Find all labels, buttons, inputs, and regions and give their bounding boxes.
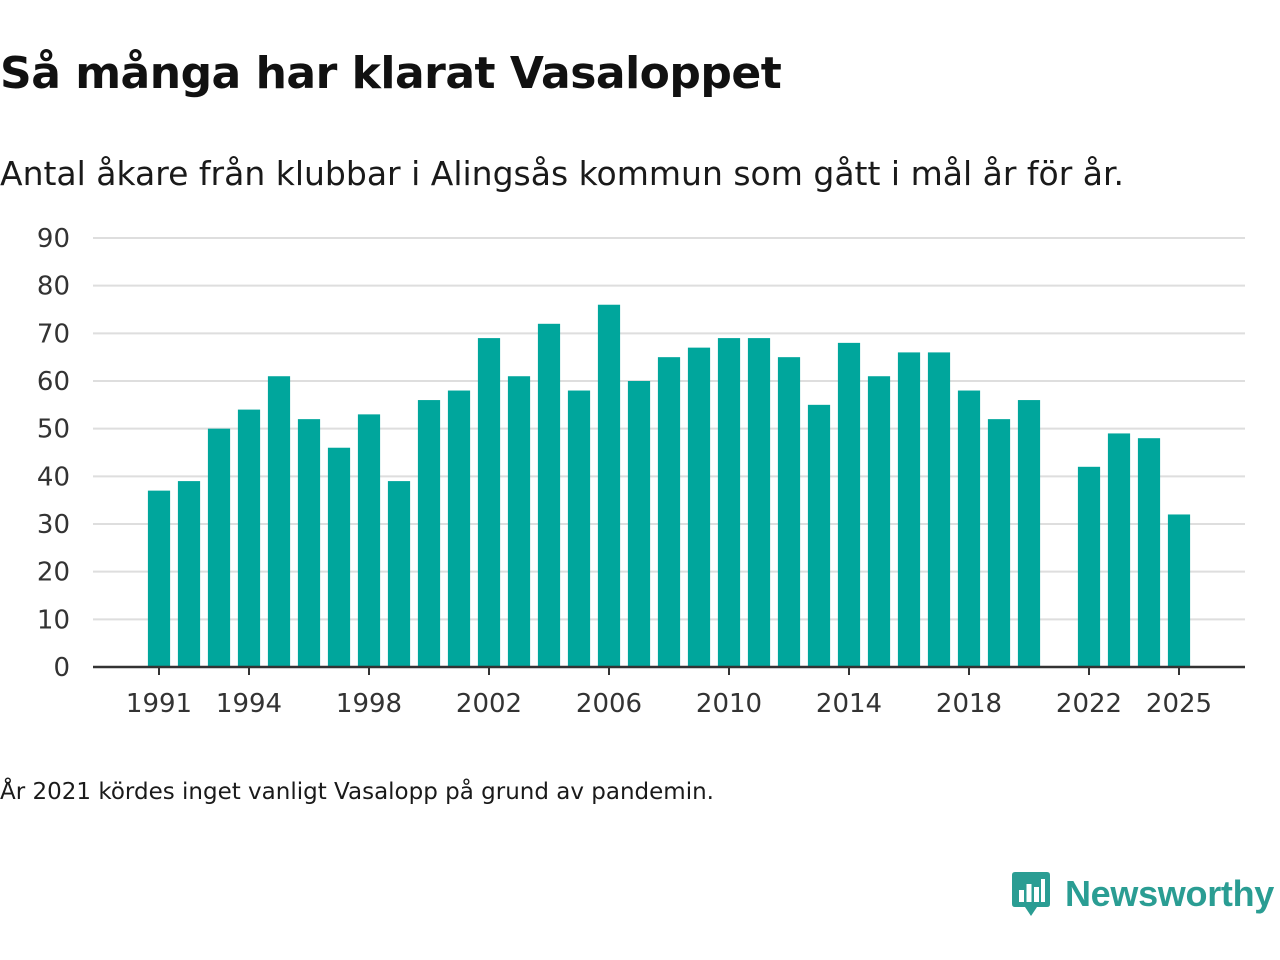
bar-1999 [387,481,411,667]
footnote: År 2021 kördes inget vanligt Vasalopp på… [0,779,714,805]
brand-name: Newsworthy [1064,873,1274,914]
bar-2019 [987,419,1011,667]
bar-2006 [597,304,621,667]
bar-2020 [1017,400,1041,667]
bar-1991 [147,490,171,667]
y-tick-label: 20 [37,558,70,588]
bar-2018 [957,390,981,667]
bar-1998 [357,414,381,667]
y-tick-label: 60 [37,367,70,397]
bar-2007 [627,381,651,667]
bar-2008 [657,357,681,667]
x-tick-label: 2022 [1056,689,1122,719]
bar-1997 [327,447,351,667]
bar-2013 [807,404,831,667]
bar-1996 [297,419,321,667]
x-tick-label: 2006 [576,689,642,719]
chart-title: Så många har klarat Vasaloppet [0,48,782,99]
x-tick-label: 2018 [936,689,1002,719]
y-tick-label: 30 [37,510,70,540]
y-tick-label: 70 [37,319,70,349]
brand-logo: Newsworthy [1011,870,1274,918]
x-tick-label: 2010 [696,689,762,719]
x-tick-label: 2014 [816,689,882,719]
bar-2015 [867,376,891,667]
bar-chart: 0 10 20 30 40 50 60 70 80 90 1991 1994 1998 2002 2006 2… [37,224,1245,719]
bar-1994 [237,409,261,667]
y-tick-label: 40 [37,462,70,492]
y-tick-label: 50 [37,415,70,445]
x-tick-label: 1994 [216,689,282,719]
bar-2003 [507,376,531,667]
bar-2002 [477,338,501,667]
newsworthy-logo-icon [1011,872,1050,916]
y-tick-label: 0 [53,653,70,683]
x-tick-label: 2002 [456,689,522,719]
bar-2010 [717,338,741,667]
bar-2025 [1167,514,1191,667]
bar-1992 [177,481,201,667]
y-tick-label: 90 [37,224,70,254]
bar-2004 [537,323,561,667]
bar-1995 [267,376,291,667]
x-tick-label: 1998 [336,689,402,719]
bar-2001 [447,390,471,667]
y-tick-label: 80 [37,272,70,302]
bar-2023 [1107,433,1131,667]
bar-2009 [687,347,711,667]
x-tick-label: 2025 [1146,689,1212,719]
bar-2000 [417,400,441,667]
bar-2016 [897,352,921,667]
y-tick-label: 10 [37,605,70,635]
bar-1993 [207,428,231,667]
bar-2022 [1077,466,1101,667]
x-tick-label: 1991 [126,689,192,719]
bar-2024 [1137,438,1161,667]
bar-2005 [567,390,591,667]
bar-2011 [747,338,771,667]
chart-subtitle: Antal åkare från klubbar i Alingsås komm… [0,154,1124,193]
bar-2014 [837,342,861,667]
bar-2012 [777,357,801,667]
bar-2017 [927,352,951,667]
